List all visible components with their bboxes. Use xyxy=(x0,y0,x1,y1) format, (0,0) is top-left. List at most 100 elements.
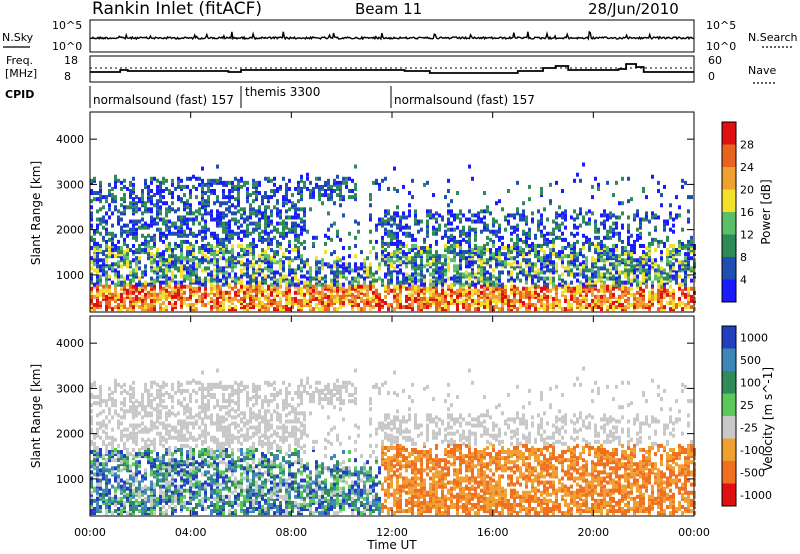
power-cell xyxy=(393,298,396,303)
power-cell xyxy=(327,211,330,216)
power-cell xyxy=(174,231,177,236)
power-cell xyxy=(354,262,357,267)
power-cell xyxy=(153,233,156,238)
power-cell xyxy=(672,254,675,259)
power-cell xyxy=(213,231,216,236)
power-cell xyxy=(390,280,393,285)
power-cell xyxy=(669,250,672,255)
power-cell xyxy=(465,298,468,303)
power-cell xyxy=(462,254,465,259)
power-cell xyxy=(468,262,471,267)
power-cell xyxy=(120,197,123,202)
power-cell xyxy=(327,195,330,200)
power-cell xyxy=(96,303,99,308)
power-cell xyxy=(585,284,588,289)
power-cell xyxy=(264,191,267,196)
power-cell xyxy=(600,221,603,226)
power-cell xyxy=(555,225,558,230)
power-cell xyxy=(519,266,522,271)
power-cell xyxy=(456,225,459,230)
power-cell xyxy=(549,294,552,299)
power-cell xyxy=(657,272,660,277)
power-cell xyxy=(474,233,477,238)
power-cell xyxy=(243,266,246,271)
power-cell xyxy=(255,290,258,295)
power-cell xyxy=(198,298,201,303)
power-cell xyxy=(291,248,294,253)
velocity-cell xyxy=(102,476,105,481)
power-cell xyxy=(594,286,597,291)
power-cell xyxy=(180,197,183,202)
power-cell xyxy=(123,258,126,263)
power-cell xyxy=(246,186,249,191)
power-cell xyxy=(318,280,321,285)
power-cell xyxy=(558,284,561,289)
power-cell xyxy=(480,252,483,257)
power-cell xyxy=(567,264,570,269)
power-cell xyxy=(453,298,456,303)
power-cell xyxy=(276,229,279,234)
power-cell xyxy=(561,250,564,255)
power-cell xyxy=(282,197,285,202)
power-cell xyxy=(141,203,144,208)
power-cell xyxy=(531,248,534,253)
power-cell xyxy=(207,227,210,232)
power-cell xyxy=(615,280,618,285)
power-cell xyxy=(378,182,381,187)
power-cell xyxy=(243,252,246,257)
power-cell xyxy=(294,186,297,191)
power-cell xyxy=(231,188,234,193)
power-cell xyxy=(270,213,273,218)
power-cell xyxy=(291,215,294,220)
power-cell xyxy=(582,264,585,269)
power-cell xyxy=(423,296,426,301)
power-cell xyxy=(624,252,627,257)
velocity-cell xyxy=(96,450,99,455)
power-cell xyxy=(222,211,225,216)
power-cell xyxy=(615,254,618,259)
power-cell xyxy=(201,193,204,198)
power-cell xyxy=(129,272,132,277)
power-cell xyxy=(168,254,171,259)
power-cell xyxy=(144,272,147,277)
power-cell xyxy=(624,280,627,285)
power-cell xyxy=(303,300,306,305)
power-cell xyxy=(324,286,327,291)
power-cell xyxy=(222,221,225,226)
power-cell xyxy=(114,207,117,212)
power-cell xyxy=(129,303,132,308)
power-cell xyxy=(570,231,573,236)
power-cell xyxy=(342,282,345,287)
power-cell xyxy=(357,307,360,312)
power-cell xyxy=(558,276,561,281)
power-cell xyxy=(309,274,312,279)
power-cell xyxy=(336,282,339,287)
power-cell xyxy=(654,215,657,220)
power-cell xyxy=(549,260,552,265)
velocity-cell xyxy=(99,388,102,393)
power-cell xyxy=(378,186,381,191)
power-cell xyxy=(255,286,258,291)
power-cell xyxy=(558,205,561,210)
power-cell xyxy=(216,300,219,305)
power-cell xyxy=(330,197,333,202)
power-cell xyxy=(312,294,315,299)
cpid-segment-2: themis 3300 xyxy=(245,85,320,99)
power-cell xyxy=(177,290,180,295)
power-cell xyxy=(273,258,276,263)
power-cell xyxy=(231,258,234,263)
velocity-cell xyxy=(96,502,99,507)
power-cell xyxy=(648,292,651,297)
power-cell xyxy=(597,258,600,263)
power-cell xyxy=(420,219,423,224)
power-cell xyxy=(243,307,246,312)
power-cell xyxy=(396,258,399,263)
velocity-cell xyxy=(120,456,123,461)
power-cell xyxy=(108,288,111,293)
power-cell xyxy=(603,290,606,295)
power-cell xyxy=(477,250,480,255)
power-cell xyxy=(591,262,594,267)
power-cell xyxy=(351,178,354,183)
power-cell xyxy=(189,258,192,263)
power-cell xyxy=(105,231,108,236)
